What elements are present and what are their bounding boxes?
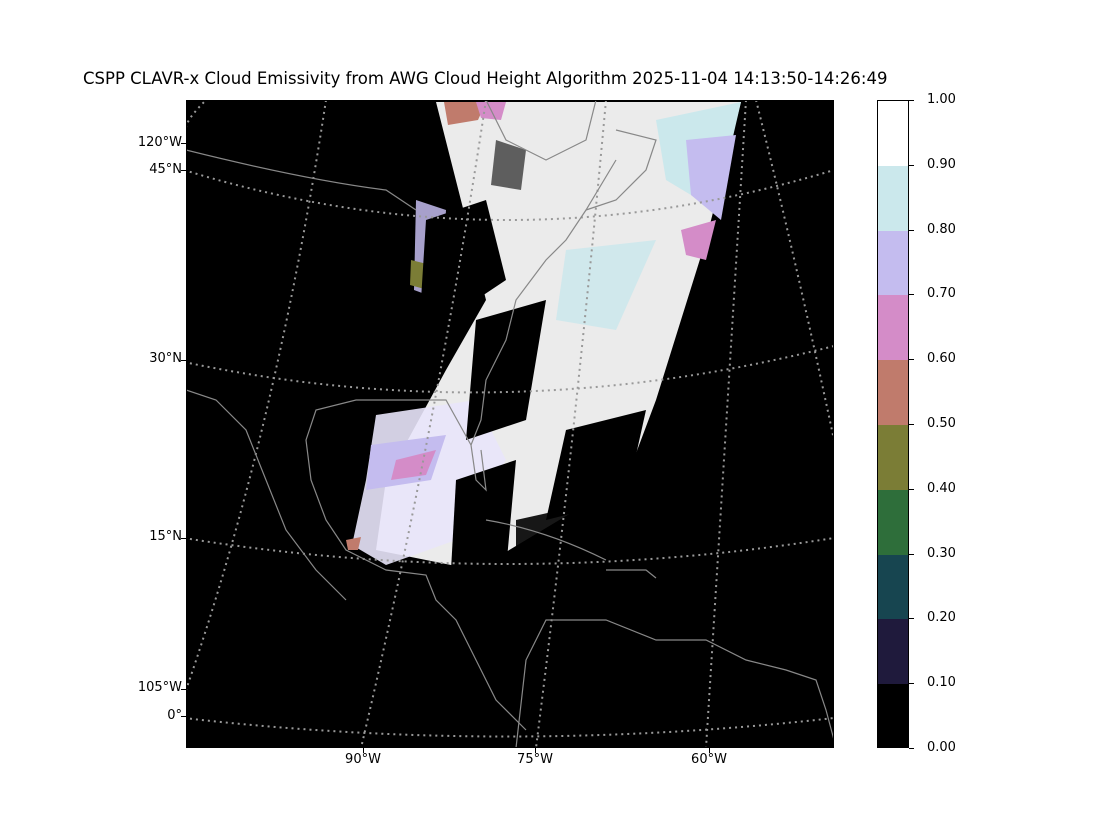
graticule — [186, 100, 834, 748]
colorbar-tick-label: 0.70 — [927, 286, 956, 302]
lat-label: 45°N — [149, 162, 182, 177]
lat-label: 30°N — [149, 351, 182, 366]
colorbar-tick-mark — [909, 618, 914, 620]
colorbar-tick-mark — [909, 553, 914, 555]
colorbar-tick-mark — [909, 294, 914, 296]
lon-label: 75°W — [517, 752, 553, 767]
tick-mark — [181, 360, 186, 361]
colorbar-bin — [878, 165, 908, 231]
tick-mark — [181, 170, 186, 171]
colorbar-tick-label: 0.80 — [927, 221, 956, 237]
map-canvas — [186, 100, 834, 748]
colorbar-bin — [878, 101, 908, 166]
colorbar-tick-mark — [909, 229, 914, 231]
tick-mark — [709, 748, 710, 753]
tick-mark — [181, 716, 186, 717]
colorbar-bin — [878, 489, 908, 555]
lat-label: 120°W — [137, 135, 182, 150]
colorbar — [877, 100, 909, 748]
lat-label: 15°N — [149, 529, 182, 544]
colorbar-bin — [878, 684, 908, 747]
colorbar-tick-label: 0.90 — [927, 156, 956, 172]
colorbar-tick-label: 1.00 — [927, 92, 956, 107]
colorbar-tick-mark — [909, 488, 914, 490]
colorbar-tick-label: 0.10 — [927, 675, 956, 691]
tick-mark — [181, 143, 186, 144]
map-title: CSPP CLAVR-x Cloud Emissivity from AWG C… — [83, 69, 888, 88]
lat-label: 0° — [167, 708, 182, 723]
colorbar-tick-mark — [909, 100, 914, 101]
tick-mark — [535, 748, 536, 753]
colorbar-tick-mark — [909, 424, 914, 425]
colorbar-bin — [878, 360, 908, 425]
colorbar-tick-mark — [909, 683, 914, 685]
colorbar-bin — [878, 619, 908, 685]
lon-label: 90°W — [345, 752, 381, 767]
lat-label: 105°W — [137, 680, 182, 695]
colorbar-bin — [878, 554, 908, 620]
coastlines — [186, 100, 834, 748]
colorbar-tick-label: 0.00 — [927, 740, 956, 755]
cloud-swath — [346, 102, 741, 570]
lon-label: 60°W — [691, 752, 727, 767]
colorbar-tick-mark — [909, 748, 914, 749]
colorbar-tick-label: 0.40 — [927, 480, 956, 496]
colorbar-bin — [878, 295, 908, 361]
satellite-map — [186, 100, 834, 748]
colorbar-tick-mark — [909, 359, 914, 361]
tick-mark — [181, 538, 186, 539]
colorbar-tick-label: 0.30 — [927, 545, 956, 561]
colorbar-tick-label: 0.20 — [927, 610, 956, 626]
colorbar-tick-label: 0.50 — [927, 416, 956, 431]
tick-mark — [363, 748, 364, 753]
colorbar-bin — [878, 230, 908, 296]
colorbar-bin — [878, 425, 908, 490]
colorbar-tick-label: 0.60 — [927, 351, 956, 367]
tick-mark — [181, 689, 186, 690]
colorbar-tick-mark — [909, 164, 914, 166]
